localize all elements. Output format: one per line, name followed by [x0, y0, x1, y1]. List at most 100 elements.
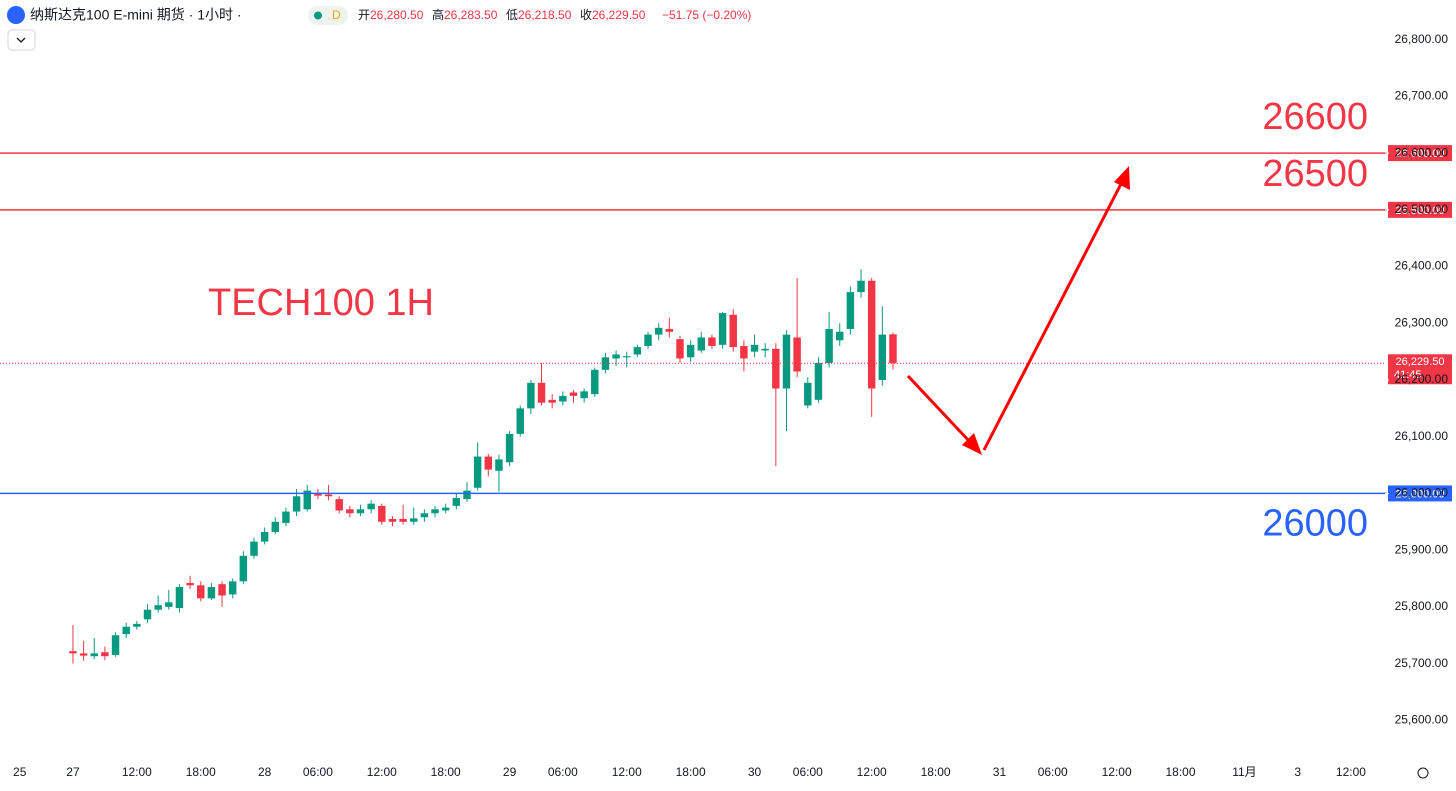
ohlc-label: 收	[580, 8, 592, 22]
candle-body	[846, 292, 855, 329]
x-tick-label: 18:00	[186, 765, 216, 779]
y-tick-label: 26,400.00	[1395, 259, 1449, 273]
candle-body	[495, 459, 503, 471]
candle-body	[388, 518, 397, 522]
candle-body	[154, 605, 162, 610]
x-tick-label: 18:00	[431, 765, 461, 779]
candle-body	[324, 494, 333, 497]
candle-body	[761, 348, 769, 351]
level-tag-label: 26,000.00	[1396, 488, 1445, 500]
ohlc-legend: 开 26,280.50 高 26,283.50 低 26,218.50 收 26,229.50…	[358, 7, 751, 22]
x-tick-label: 06:00	[793, 765, 823, 779]
y-tick-label: 26,800.00	[1395, 32, 1449, 46]
ohlc-value: 26,280.50	[370, 8, 424, 22]
y-tick-label: 26,200.00	[1395, 372, 1449, 386]
candle-body	[197, 585, 205, 599]
arrow-down	[906, 374, 972, 444]
candle-body	[346, 509, 354, 514]
y-tick-label: 26,300.00	[1395, 315, 1449, 329]
collapse-button[interactable]	[7, 29, 36, 51]
y-tick-label: 26,000.00	[1395, 486, 1449, 500]
x-tick-label: 31	[993, 765, 1007, 779]
x-tick-label: 12:00	[857, 765, 887, 779]
x-tick-label: 12:00	[122, 765, 152, 779]
chevron	[16, 37, 26, 43]
candle-body	[537, 382, 546, 403]
level-text: 26600	[1262, 96, 1368, 138]
x-tick-label: 29	[503, 765, 517, 779]
candle-body	[665, 328, 674, 332]
ohlc-value: 26,218.50	[518, 8, 572, 22]
symbol-title: 纳斯达克100 E-mini 期货 · 1小时 ·	[30, 7, 242, 23]
candle-body	[740, 345, 748, 359]
annotation: TECH100 1H	[208, 282, 434, 324]
candle-body	[90, 653, 98, 657]
x-tick-label: 25	[13, 765, 27, 779]
candle-body	[431, 509, 439, 514]
x-tick-label: 27	[66, 765, 80, 779]
level-text: 26000	[1262, 502, 1368, 544]
candle-body	[79, 653, 88, 656]
candle-body	[228, 581, 237, 595]
ohlc-value: 26,229.50	[592, 8, 646, 22]
level-tag-label: 26,500.00	[1396, 205, 1445, 217]
countdown: 41:45	[1394, 369, 1422, 381]
candle-body	[708, 337, 716, 346]
change: −51.75 (−0.20%)	[662, 8, 751, 22]
candle-body	[452, 497, 461, 506]
ohlc-label: 低	[506, 8, 518, 22]
candle-body	[143, 609, 152, 620]
ohlc-label: 开	[358, 8, 370, 22]
candle-body	[569, 392, 578, 396]
candle-body	[356, 509, 365, 514]
candle-body	[69, 651, 77, 654]
candle-body	[697, 337, 706, 351]
y-tick-label: 26,500.00	[1395, 202, 1449, 216]
candle-body	[463, 490, 471, 500]
candle-body	[505, 433, 514, 463]
status-dot	[314, 11, 322, 20]
candle-body	[867, 280, 876, 389]
candle-body	[793, 337, 801, 372]
candle-body	[111, 635, 120, 656]
y-tick-label: 26,100.00	[1395, 429, 1449, 443]
candle-body	[591, 369, 599, 395]
candle-body	[559, 395, 567, 402]
candle-body	[292, 496, 301, 512]
candle-body	[335, 499, 343, 511]
arrow-head	[1114, 166, 1130, 190]
y-tick-label: 25,600.00	[1395, 712, 1449, 726]
candle-body	[303, 490, 311, 510]
level-tag	[1388, 145, 1452, 162]
candle-body	[165, 602, 173, 607]
candle-body	[399, 518, 407, 522]
candle-body	[378, 505, 386, 522]
x-tick-label: 18:00	[676, 765, 706, 779]
candle-body	[314, 493, 322, 496]
candle-body	[623, 356, 631, 358]
settings-icon[interactable]	[1417, 767, 1429, 779]
badge: D	[332, 8, 341, 22]
level-tag	[1388, 201, 1452, 218]
candle-body	[367, 503, 375, 510]
x-tick-label: 12:00	[612, 765, 642, 779]
candle-body	[676, 339, 684, 359]
y-tick-label: 25,700.00	[1395, 656, 1449, 670]
candle-body	[718, 313, 727, 345]
x-tick-label: 30	[748, 765, 762, 779]
x-tick-label: 12:00	[367, 765, 397, 779]
candle-body	[250, 541, 258, 556]
candle-body	[101, 652, 109, 657]
candle-body	[729, 314, 737, 348]
candle-body	[644, 334, 652, 346]
candle-body	[889, 334, 897, 364]
candle-body	[548, 399, 556, 403]
y-tick-label: 25,800.00	[1395, 599, 1449, 613]
candle-body	[441, 507, 450, 511]
level-tag	[1388, 485, 1452, 502]
status-pill	[308, 6, 348, 25]
x-tick-label: 28	[258, 765, 272, 779]
y-tick-label: 26,600.00	[1395, 145, 1449, 159]
x-tick-label: 11月	[1232, 765, 1256, 779]
x-tick-label: 18:00	[1166, 765, 1196, 779]
